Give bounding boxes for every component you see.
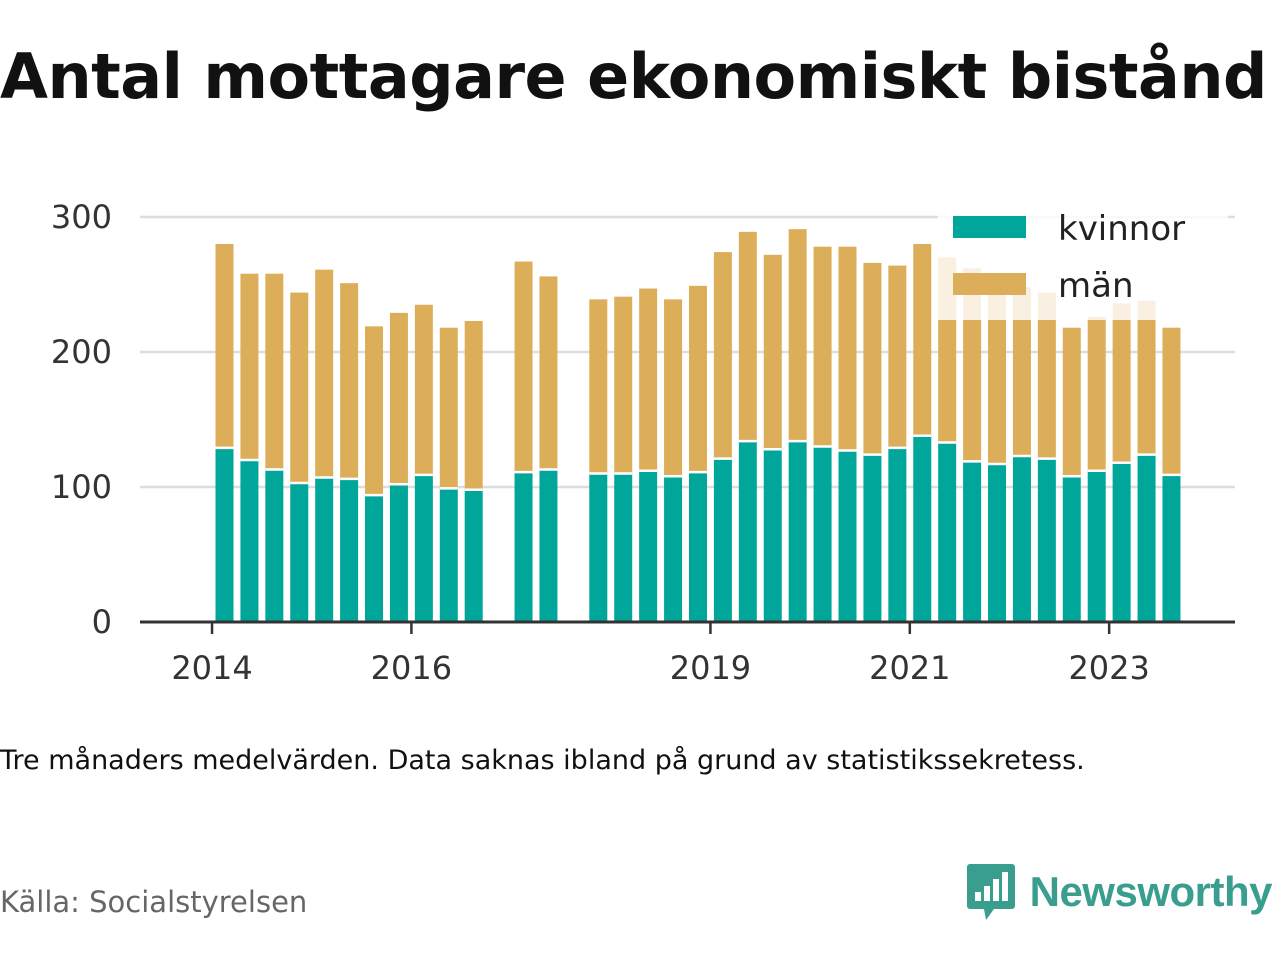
x-tick-label: 2014 bbox=[171, 649, 252, 687]
bar-kvinnor bbox=[290, 482, 309, 622]
bar-man bbox=[514, 261, 533, 473]
bar-man bbox=[414, 304, 433, 475]
brand-name: Newsworthy bbox=[1029, 868, 1273, 915]
bar-kvinnor bbox=[340, 478, 359, 622]
legend: kvinnor män bbox=[938, 202, 1228, 320]
bar-kvinnor bbox=[365, 495, 384, 622]
bar-man bbox=[614, 296, 633, 474]
bar-man bbox=[788, 229, 807, 442]
bar-man bbox=[265, 273, 284, 470]
bar-kvinnor bbox=[763, 449, 782, 622]
bar-kvinnor bbox=[813, 446, 832, 622]
bar-kvinnor bbox=[1087, 470, 1106, 622]
bar-kvinnor bbox=[988, 464, 1007, 622]
bar-kvinnor bbox=[838, 450, 857, 622]
x-tick-label: 2021 bbox=[869, 649, 950, 687]
bar-man bbox=[290, 292, 309, 483]
bar-man bbox=[315, 269, 334, 478]
bar-man bbox=[1162, 327, 1181, 475]
gridlines: 0 100 200 300 bbox=[51, 198, 1235, 641]
bar-kvinnor bbox=[1037, 458, 1056, 622]
bar-man bbox=[1062, 327, 1081, 477]
bar-kvinnor bbox=[1012, 455, 1031, 622]
bar-man bbox=[639, 288, 658, 471]
bar-kvinnor bbox=[1062, 476, 1081, 622]
bar-man bbox=[1012, 287, 1031, 456]
chart-title: Antal mottagare ekonomiskt bistånd bbox=[0, 40, 1267, 113]
bar-kvinnor bbox=[539, 469, 558, 622]
newsworthy-logo-icon bbox=[966, 864, 1015, 920]
x-tick-label: 2019 bbox=[670, 649, 751, 687]
y-tick-label: 0 bbox=[92, 603, 112, 641]
legend-label-kvinnor: kvinnor bbox=[1058, 209, 1185, 249]
bar-kvinnor bbox=[1137, 454, 1156, 622]
y-tick-label: 200 bbox=[51, 333, 112, 371]
bar-man bbox=[589, 299, 608, 474]
bar-man bbox=[1037, 292, 1056, 459]
bar-man bbox=[365, 326, 384, 496]
bars bbox=[215, 229, 1181, 622]
bar-kvinnor bbox=[913, 435, 932, 622]
bar-kvinnor bbox=[464, 489, 483, 622]
bar-kvinnor bbox=[738, 441, 757, 622]
bar-kvinnor bbox=[938, 442, 957, 622]
bar-kvinnor bbox=[963, 461, 982, 622]
bar-kvinnor bbox=[265, 469, 284, 622]
bar-man bbox=[988, 283, 1007, 465]
bar-kvinnor bbox=[1162, 474, 1181, 622]
bar-kvinnor bbox=[315, 477, 334, 622]
bar-man bbox=[1137, 300, 1156, 455]
source-label: Källa: Socialstyrelsen bbox=[0, 885, 308, 919]
bar-kvinnor bbox=[589, 473, 608, 622]
bar-kvinnor bbox=[713, 458, 732, 622]
legend-swatch-man bbox=[953, 273, 1026, 295]
bar-kvinnor bbox=[888, 447, 907, 622]
bar-man bbox=[439, 327, 458, 489]
chart-note: Tre månaders medelvärden. Data saknas ib… bbox=[0, 745, 1085, 776]
bar-man bbox=[539, 276, 558, 470]
bar-kvinnor bbox=[664, 476, 683, 622]
bar-kvinnor bbox=[639, 470, 658, 622]
bar-man bbox=[1087, 316, 1106, 471]
x-axis: 2014 2016 2019 2021 2023 bbox=[140, 620, 1235, 687]
bar-man bbox=[713, 252, 732, 459]
bar-kvinnor bbox=[389, 484, 408, 622]
bar-man bbox=[913, 244, 932, 436]
bar-kvinnor bbox=[1112, 462, 1131, 622]
bar-kvinnor bbox=[788, 441, 807, 622]
x-tick-label: 2023 bbox=[1068, 649, 1149, 687]
y-tick-label: 300 bbox=[51, 198, 112, 236]
x-tick-label: 2016 bbox=[371, 649, 452, 687]
legend-swatch-kvinnor bbox=[953, 216, 1026, 238]
bar-kvinnor bbox=[614, 473, 633, 622]
bar-man bbox=[688, 285, 707, 473]
bar-kvinnor bbox=[414, 474, 433, 622]
bar-man bbox=[763, 254, 782, 450]
bar-man bbox=[838, 246, 857, 451]
bar-kvinnor bbox=[688, 472, 707, 622]
bar-kvinnor bbox=[439, 488, 458, 622]
bar-man bbox=[863, 262, 882, 455]
bar-man bbox=[888, 265, 907, 448]
bar-man bbox=[464, 320, 483, 490]
bar-man bbox=[389, 312, 408, 485]
bar-man bbox=[1112, 303, 1131, 463]
bar-kvinnor bbox=[514, 472, 533, 622]
bar-man bbox=[340, 283, 359, 479]
bar-man bbox=[240, 273, 259, 460]
bar-man bbox=[215, 244, 234, 448]
bar-kvinnor bbox=[215, 447, 234, 622]
bar-man bbox=[813, 246, 832, 447]
bar-man bbox=[738, 231, 757, 442]
bar-man bbox=[664, 299, 683, 477]
brand-logo[interactable]: Newsworthy bbox=[966, 862, 1273, 922]
bar-kvinnor bbox=[240, 460, 259, 622]
bar-kvinnor bbox=[863, 454, 882, 622]
legend-label-man: män bbox=[1058, 266, 1134, 306]
y-tick-label: 100 bbox=[51, 468, 112, 506]
